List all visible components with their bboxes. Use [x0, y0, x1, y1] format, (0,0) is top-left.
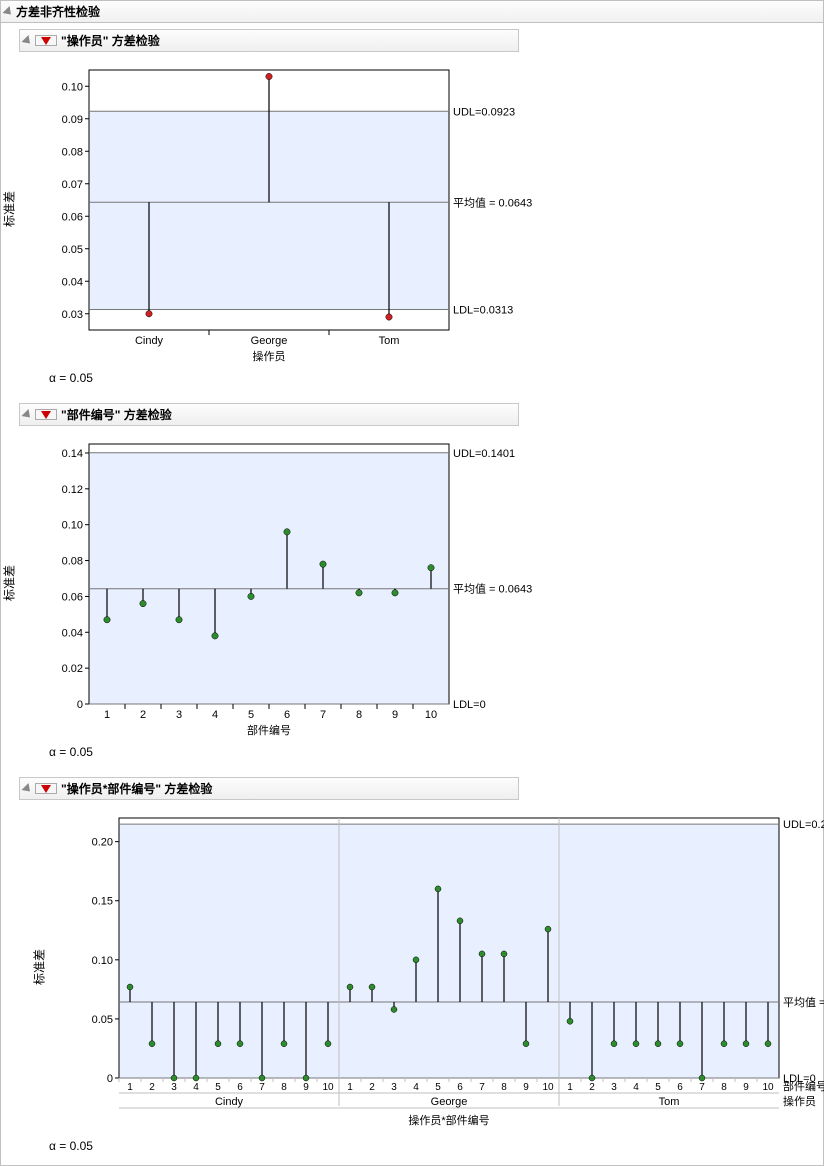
- svg-text:0.06: 0.06: [62, 591, 83, 603]
- svg-text:Tom: Tom: [659, 1096, 680, 1108]
- svg-text:0.20: 0.20: [92, 837, 113, 849]
- red-triangle-icon: [41, 411, 51, 419]
- chart2-container: 标准差 00.020.040.060.080.100.120.14UDL=0.1…: [19, 426, 823, 739]
- svg-text:0.09: 0.09: [62, 114, 83, 126]
- svg-text:8: 8: [356, 709, 362, 721]
- svg-text:0: 0: [107, 1073, 113, 1085]
- svg-text:0.10: 0.10: [62, 520, 83, 532]
- svg-text:0.03: 0.03: [62, 309, 83, 321]
- svg-text:0.06: 0.06: [62, 211, 83, 223]
- svg-text:3: 3: [176, 709, 182, 721]
- svg-text:部件编号: 部件编号: [247, 723, 291, 737]
- section-partnum-header: "部件编号" 方差检验: [19, 403, 519, 426]
- svg-text:0.02: 0.02: [62, 663, 83, 675]
- svg-text:6: 6: [284, 709, 290, 721]
- svg-text:UDL=0.1401: UDL=0.1401: [453, 448, 515, 460]
- red-triangle-icon: [41, 785, 51, 793]
- svg-text:0.05: 0.05: [62, 244, 83, 256]
- menu-button[interactable]: [35, 35, 57, 46]
- svg-text:LDL=0.0313: LDL=0.0313: [453, 305, 513, 317]
- svg-text:Cindy: Cindy: [135, 335, 164, 347]
- section-interaction: "操作员*部件编号" 方差检验 标准差 0 0.05 0.10 0.15 0.20 UDL…: [1, 771, 823, 1165]
- alpha-note-3: α = 0.05: [19, 1133, 823, 1159]
- chart1-svg: 0.03 0.04 0.05 0.06 0.07 0.08 0.09 0.10 UDL=0.09…: [49, 60, 559, 365]
- red-triangle-icon: [41, 37, 51, 45]
- alpha-note-1: α = 0.05: [19, 365, 823, 391]
- section-interaction-header: "操作员*部件编号" 方差检验: [19, 777, 519, 800]
- menu-button[interactable]: [35, 409, 57, 420]
- chart2-svg: 0 0.02 0.04 0.06 0.08 0.10 0.12 0.14 UDL=0.1401 平…: [49, 434, 559, 739]
- svg-text:2: 2: [140, 709, 146, 721]
- svg-text:部件编号: 部件编号: [783, 1079, 824, 1093]
- svg-text:平均值 = 0.0643: 平均值 = 0.0643: [783, 996, 824, 1009]
- svg-text:0.04: 0.04: [62, 627, 83, 639]
- disclosure-icon[interactable]: [21, 34, 33, 46]
- svg-text:操作员: 操作员: [253, 349, 286, 363]
- chart3-container: 标准差 0 0.05 0.10 0.15 0.20 UDL=0.2148 平均值 = 0.0…: [19, 800, 823, 1133]
- svg-text:操作员: 操作员: [783, 1094, 816, 1108]
- svg-text:0.10: 0.10: [62, 81, 83, 93]
- svg-text:LDL=0: LDL=0: [453, 699, 486, 711]
- main-panel: 方差非齐性检验 "操作员" 方差检验 标准差 0.030.040.050.060…: [0, 0, 824, 1166]
- svg-text:0.04: 0.04: [62, 276, 83, 288]
- svg-text:7: 7: [320, 709, 326, 721]
- svg-text:0.14: 0.14: [62, 448, 83, 460]
- svg-text:Cindy: Cindy: [215, 1096, 244, 1108]
- svg-text:9: 9: [392, 709, 398, 721]
- svg-text:0.15: 0.15: [92, 896, 113, 908]
- section-title: "部件编号" 方差检验: [61, 406, 172, 423]
- svg-text:5: 5: [248, 709, 254, 721]
- section-title: "操作员*部件编号" 方差检验: [61, 780, 212, 797]
- chart2-ylabel: 标准差: [1, 564, 18, 600]
- svg-text:0.08: 0.08: [62, 146, 83, 158]
- chart3-ylabel: 标准差: [31, 948, 48, 984]
- svg-text:0.08: 0.08: [62, 556, 83, 568]
- svg-text:0.10: 0.10: [92, 955, 113, 967]
- main-header: 方差非齐性检验: [1, 1, 823, 23]
- svg-text:操作员*部件编号: 操作员*部件编号: [408, 1113, 489, 1127]
- section-title: "操作员" 方差检验: [61, 32, 160, 49]
- svg-text:0.07: 0.07: [62, 179, 83, 191]
- svg-text:1: 1: [104, 709, 110, 721]
- main-title: 方差非齐性检验: [16, 3, 100, 20]
- disclosure-icon[interactable]: [21, 782, 33, 794]
- chart1-container: 标准差 0.030.040.050.060.070.080.090.10UDL=…: [19, 52, 823, 365]
- chart1-ylabel: 标准差: [1, 190, 18, 226]
- svg-text:UDL=0.0923: UDL=0.0923: [453, 106, 515, 118]
- svg-text:10: 10: [425, 709, 437, 721]
- menu-button[interactable]: [35, 783, 57, 794]
- svg-text:4: 4: [212, 709, 218, 721]
- svg-text:George: George: [251, 335, 288, 347]
- svg-text:Tom: Tom: [379, 335, 400, 347]
- svg-text:0.12: 0.12: [62, 484, 83, 496]
- section-operator: "操作员" 方差检验 标准差 0.030.040.050.060.070.080…: [1, 23, 823, 397]
- section-partnum: "部件编号" 方差检验 标准差 0 0.02 0.04 0.06 0.08 0.10 0.1…: [1, 397, 823, 771]
- svg-text:0: 0: [77, 699, 83, 711]
- svg-text:0.05: 0.05: [92, 1014, 113, 1026]
- svg-text:平均值 = 0.0643: 平均值 = 0.0643: [453, 583, 532, 596]
- section-operator-header: "操作员" 方差检验: [19, 29, 519, 52]
- svg-text:平均值 = 0.0643: 平均值 = 0.0643: [453, 196, 532, 209]
- disclosure-icon[interactable]: [2, 5, 14, 17]
- svg-text:George: George: [431, 1096, 468, 1108]
- svg-text:UDL=0.2148: UDL=0.2148: [783, 819, 824, 831]
- alpha-note-2: α = 0.05: [19, 739, 823, 765]
- chart3-svg: 00.050.100.150.20UDL=0.2148平均值 = 0.0643L…: [79, 808, 824, 1133]
- disclosure-icon[interactable]: [21, 408, 33, 420]
